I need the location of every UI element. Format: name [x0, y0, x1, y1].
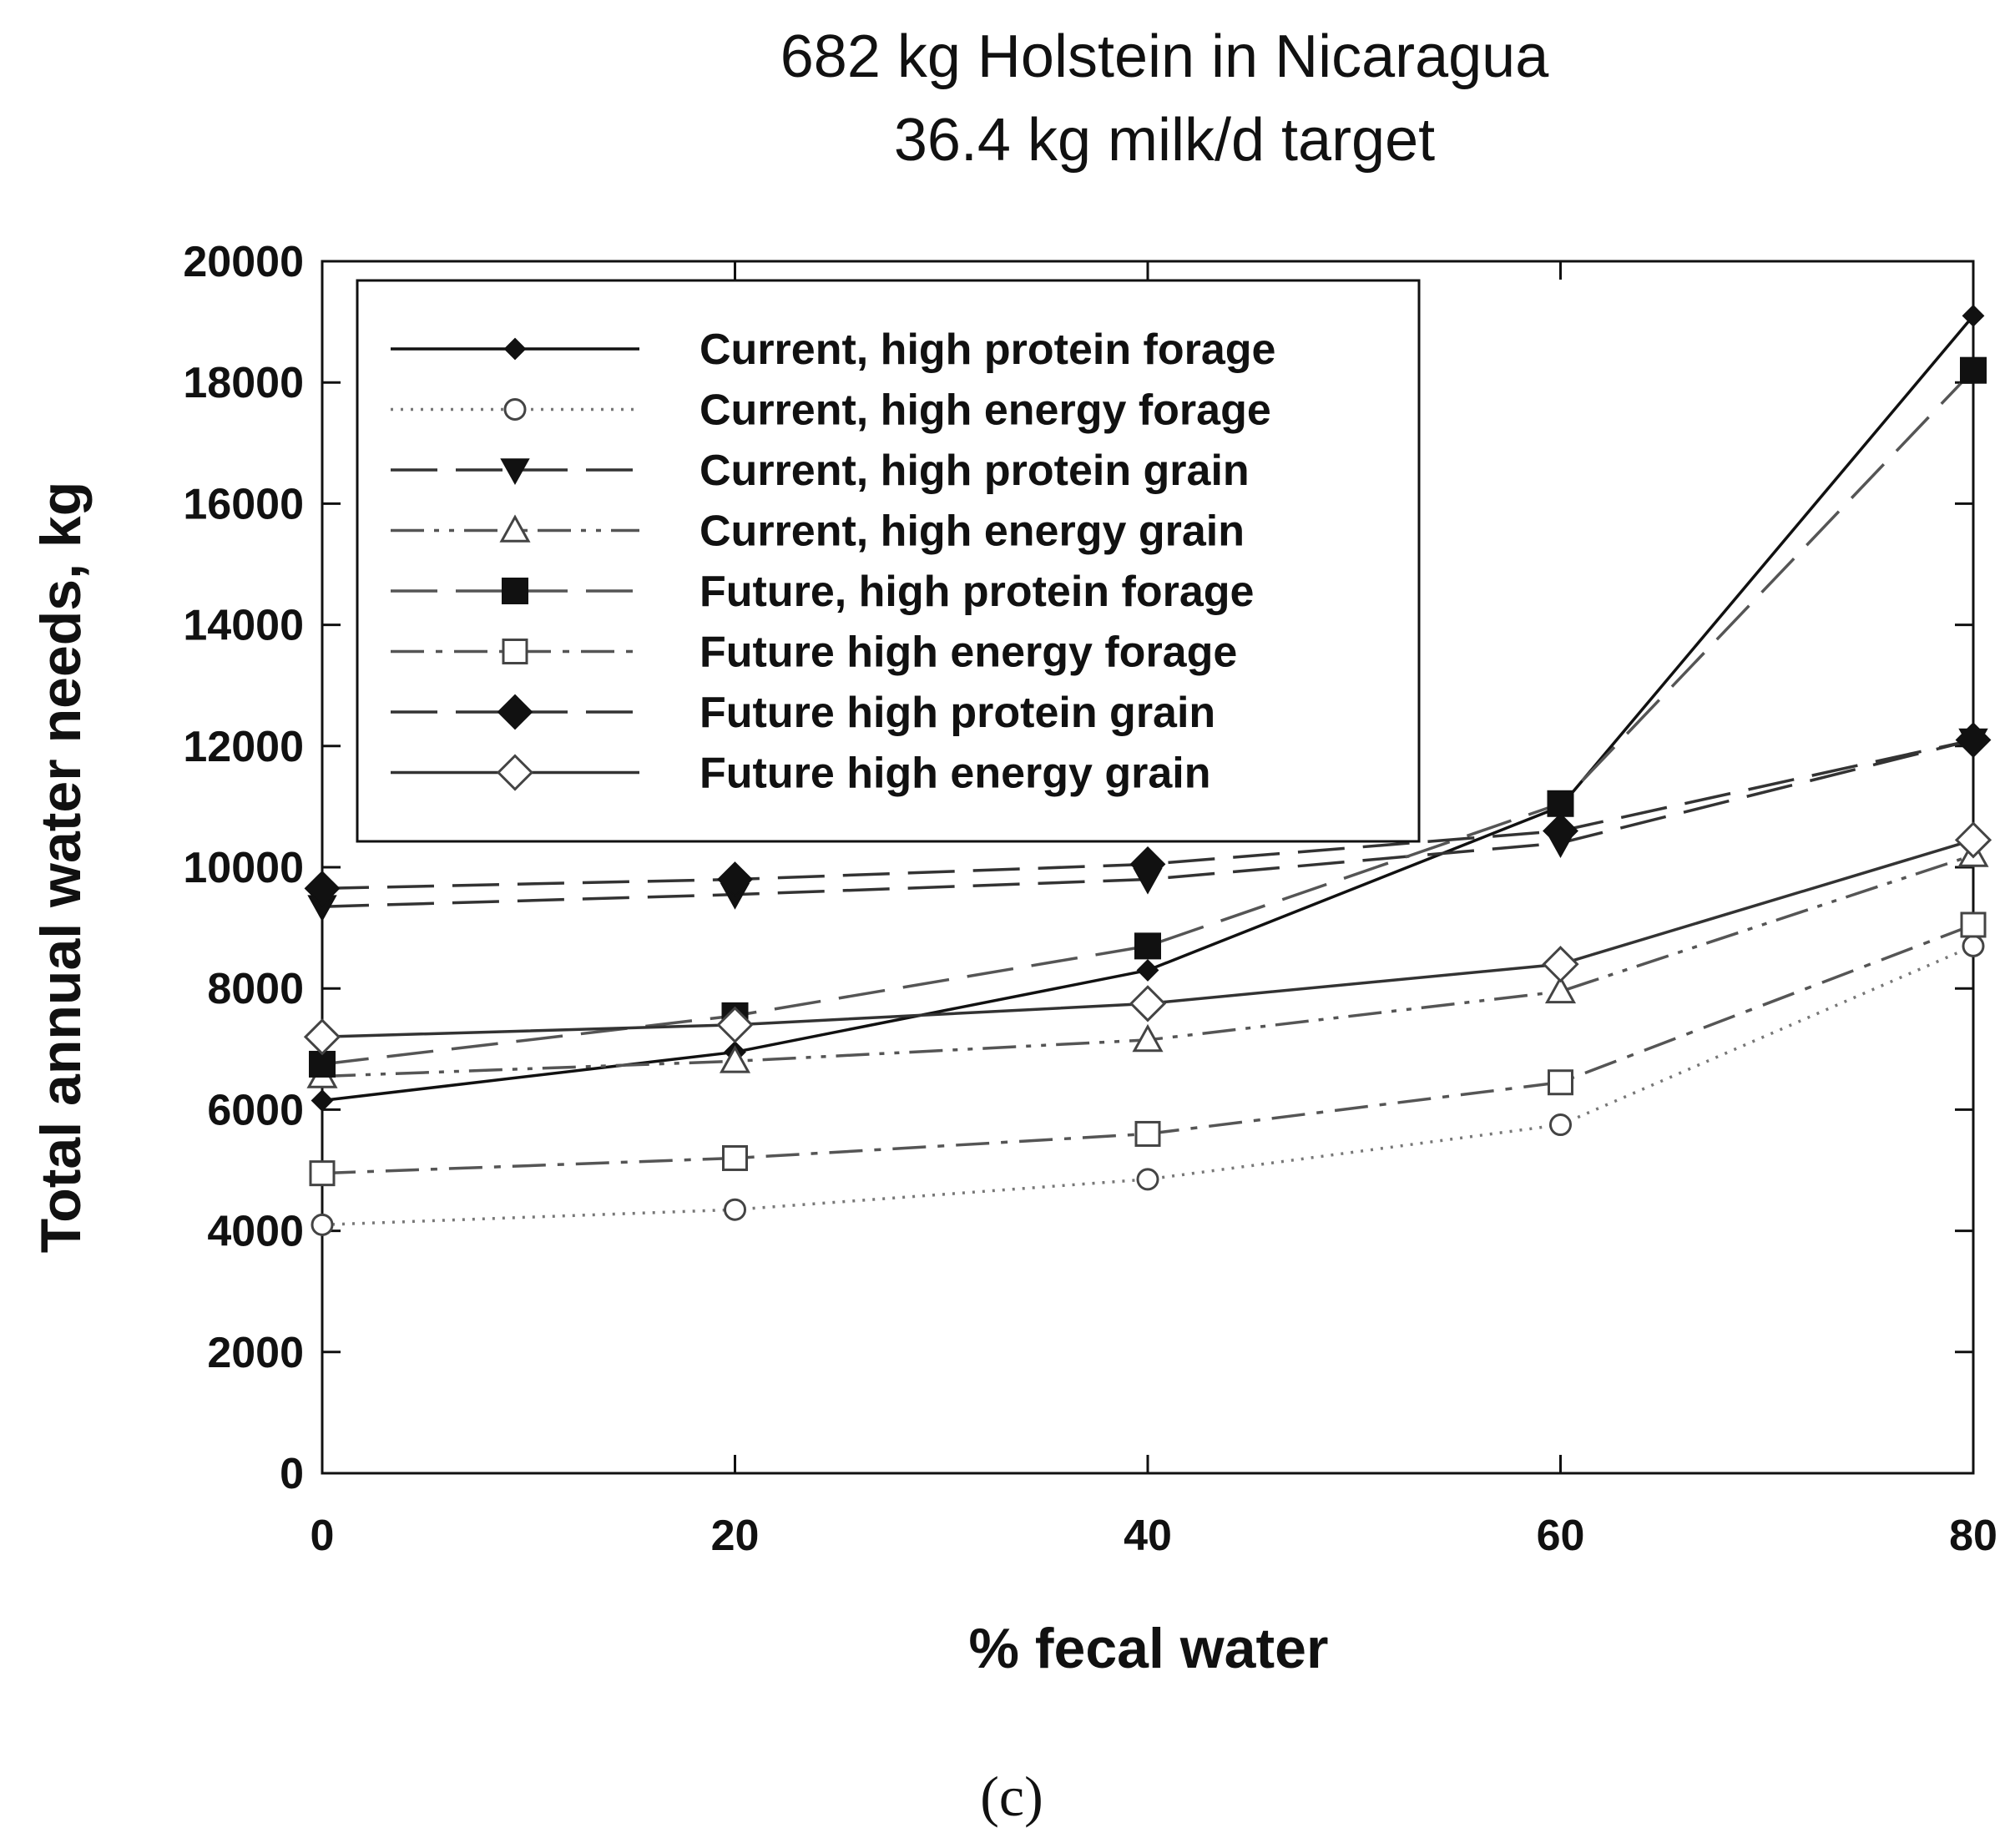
y-tick-label: 6000 — [207, 1086, 304, 1134]
data-point — [1547, 790, 1574, 817]
legend-marker — [503, 337, 527, 361]
data-point — [724, 1198, 746, 1221]
legend: Current, high protein forage Current, hig… — [356, 279, 1421, 843]
data-point — [309, 1050, 336, 1078]
legend-label: Current, high protein forage — [699, 326, 1275, 374]
data-point — [1962, 304, 1985, 327]
data-point — [1134, 932, 1161, 960]
data-point — [719, 1045, 751, 1073]
legend-item: Future high energy forage — [391, 629, 1237, 677]
data-point — [716, 1006, 754, 1043]
y-tick-label: 20000 — [183, 238, 304, 286]
legend-item: Future high protein grain — [391, 689, 1215, 737]
data-point — [1960, 356, 1987, 384]
data-point — [1132, 1023, 1164, 1053]
x-axis-label: % fecal water — [969, 1617, 1329, 1680]
data-point — [1954, 821, 1992, 859]
data-point — [1549, 1113, 1572, 1137]
data-point — [1955, 722, 1992, 758]
legend-marker — [502, 639, 528, 664]
data-point — [311, 1089, 334, 1112]
legend-marker — [500, 458, 530, 486]
y-tick-label: 18000 — [183, 359, 304, 407]
series-1 — [311, 934, 1985, 1236]
x-tick-label: 40 — [1124, 1512, 1172, 1560]
data-point — [304, 870, 341, 906]
y-tick-label: 4000 — [207, 1208, 304, 1256]
y-tick-label: 12000 — [183, 723, 304, 771]
data-point — [1960, 911, 1987, 938]
legend-item: Current, high energy forage — [391, 386, 1271, 435]
legend-item: Future high energy grain — [391, 750, 1211, 798]
y-axis-label: Total annual water needs, kg — [29, 482, 93, 1254]
legend-item: Future, high protein forage — [391, 568, 1254, 616]
x-tick-label: 80 — [1949, 1512, 1997, 1560]
series-group — [303, 304, 1992, 1236]
data-point — [1542, 946, 1579, 983]
data-point — [1543, 813, 1578, 849]
legend-label: Future high protein grain — [699, 689, 1215, 737]
y-tick-label: 2000 — [207, 1329, 304, 1377]
data-point — [311, 1213, 334, 1236]
series-5 — [309, 911, 1987, 1187]
series-line — [321, 944, 1974, 1227]
y-tick-label: 8000 — [207, 965, 304, 1013]
legend-item: Current, high protein grain — [391, 447, 1250, 495]
legend-label: Current, high energy grain — [699, 507, 1245, 556]
legend-marker — [502, 578, 528, 604]
legend-marker — [503, 398, 527, 421]
legend-item: Current, high energy grain — [391, 507, 1245, 556]
x-tick-label: 0 — [311, 1512, 335, 1560]
legend-box — [356, 279, 1421, 843]
panel-label: (c) — [980, 1765, 1043, 1828]
data-point — [1134, 1120, 1161, 1147]
data-point — [303, 1018, 341, 1056]
data-point — [722, 1144, 748, 1171]
data-point — [1962, 934, 1985, 957]
series-7 — [303, 821, 1992, 1056]
x-tick-label: 20 — [711, 1512, 760, 1560]
data-point — [717, 861, 753, 897]
chart-subtitle: 36.4 kg milk/d target — [894, 107, 1435, 174]
legend-label: Future high energy forage — [699, 629, 1237, 677]
data-point — [1129, 985, 1167, 1022]
series-6 — [304, 722, 1992, 906]
x-tick-label: 60 — [1537, 1512, 1585, 1560]
y-tick-label: 10000 — [183, 844, 304, 892]
data-point — [1136, 959, 1159, 982]
legend-item: Current, high protein forage — [391, 326, 1275, 374]
data-point — [1544, 975, 1577, 1004]
y-tick-label: 16000 — [183, 480, 304, 528]
legend-label: Current, high protein grain — [699, 447, 1250, 495]
data-point — [1136, 1168, 1159, 1191]
legend-label: Future, high protein forage — [699, 568, 1254, 616]
y-tick-label: 14000 — [183, 602, 304, 650]
legend-label: Future high energy grain — [699, 750, 1211, 798]
chart-title: 682 kg Holstein in Nicaragua — [780, 23, 1549, 90]
legend-marker — [497, 694, 533, 730]
data-point — [309, 1160, 336, 1187]
series-line — [321, 369, 1975, 1066]
legend-label: Current, high energy forage — [699, 386, 1271, 435]
data-point — [1548, 1069, 1573, 1096]
legend-marker — [499, 514, 531, 543]
data-point — [1129, 846, 1166, 882]
axis-ticks: 0 2000 4000 6000 8000 10000 12000 14000 16000 180… — [183, 238, 1997, 1560]
legend-marker — [496, 754, 534, 791]
y-tick-label: 0 — [280, 1450, 304, 1498]
